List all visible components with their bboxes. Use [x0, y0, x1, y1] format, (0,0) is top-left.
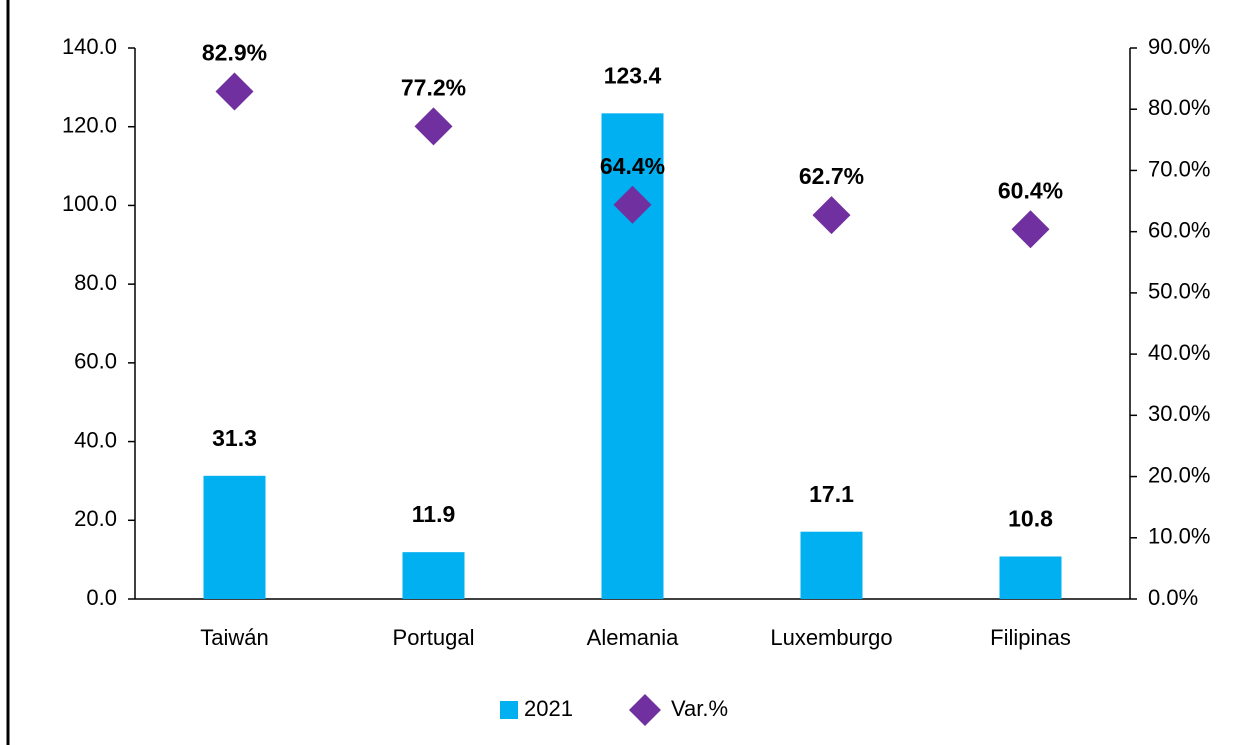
x-tick-label: Portugal — [393, 625, 475, 650]
marker — [1011, 210, 1050, 249]
bar-value-label: 123.4 — [604, 62, 662, 88]
x-tick-label: Filipinas — [990, 625, 1071, 650]
y2-tick-label: 30.0% — [1148, 401, 1210, 426]
x-tick-label: Taiwán — [200, 625, 268, 650]
x-tick-label: Alemania — [587, 625, 679, 650]
y-tick-label: 0.0 — [86, 585, 117, 610]
legend-swatch — [500, 701, 518, 719]
y2-tick-label: 50.0% — [1148, 279, 1210, 304]
marker — [613, 185, 652, 224]
marker-value-label: 82.9% — [202, 40, 267, 66]
bar — [402, 552, 465, 599]
bar — [203, 475, 266, 599]
legend-swatch — [628, 694, 661, 726]
marker-value-label: 64.4% — [600, 153, 665, 179]
y2-tick-label: 90.0% — [1148, 34, 1210, 59]
marker — [215, 72, 254, 111]
y-tick-label: 100.0 — [62, 191, 117, 216]
bar — [999, 556, 1062, 599]
y-tick-label: 60.0 — [74, 349, 117, 374]
bar-value-label: 11.9 — [412, 501, 456, 527]
bar-value-label: 17.1 — [809, 481, 854, 507]
y2-tick-label: 80.0% — [1148, 95, 1210, 120]
y-tick-label: 120.0 — [62, 113, 117, 138]
y-tick-label: 140.0 — [62, 34, 117, 59]
x-tick-label: Luxemburgo — [770, 625, 892, 650]
bar-value-label: 10.8 — [1008, 506, 1053, 532]
marker-value-label: 77.2% — [401, 74, 466, 100]
legend-label: Var.% — [671, 696, 728, 721]
y2-tick-label: 0.0% — [1148, 585, 1198, 610]
marker — [812, 196, 851, 235]
y-tick-label: 20.0 — [74, 506, 117, 531]
y2-tick-label: 70.0% — [1148, 156, 1210, 181]
y2-tick-label: 20.0% — [1148, 462, 1210, 487]
y2-tick-label: 10.0% — [1148, 524, 1210, 549]
y2-tick-label: 60.0% — [1148, 217, 1210, 242]
marker-value-label: 60.4% — [998, 177, 1063, 203]
y-tick-label: 80.0 — [74, 270, 117, 295]
bar — [800, 531, 863, 599]
y-tick-label: 40.0 — [74, 427, 117, 452]
y2-tick-label: 40.0% — [1148, 340, 1210, 365]
marker — [414, 107, 453, 146]
bar-value-label: 31.3 — [212, 425, 257, 451]
legend-label: 2021 — [524, 696, 573, 721]
marker-value-label: 62.7% — [799, 163, 864, 189]
